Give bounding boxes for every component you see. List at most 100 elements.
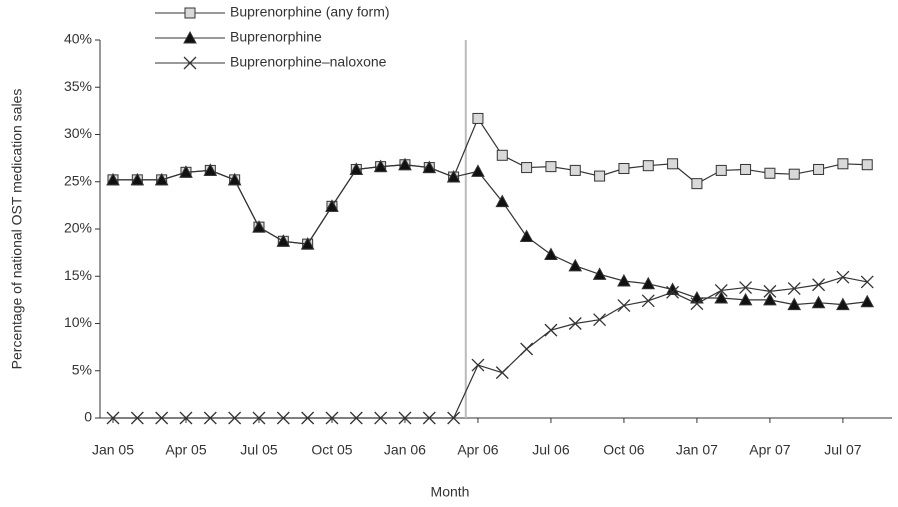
x-tick-label: Apr 06 (457, 442, 498, 458)
marker (811, 295, 826, 309)
marker (519, 229, 534, 243)
marker (227, 172, 242, 186)
x-tick-label: Oct 05 (311, 442, 352, 458)
marker (642, 160, 654, 172)
marker (860, 294, 875, 308)
marker (860, 275, 874, 289)
marker (714, 290, 729, 304)
marker (373, 159, 388, 173)
marker (106, 172, 120, 186)
marker (471, 164, 485, 177)
marker (544, 247, 558, 261)
marker (836, 270, 850, 284)
legend-marker (183, 56, 197, 70)
marker (349, 411, 363, 425)
marker (666, 285, 680, 299)
marker (179, 411, 193, 425)
marker (325, 411, 339, 425)
marker (471, 358, 485, 372)
x-tick-label: Jul 06 (532, 442, 570, 458)
marker (495, 366, 509, 380)
y-tick-label: 5% (72, 361, 92, 377)
marker (738, 292, 753, 306)
marker (301, 411, 315, 425)
marker (276, 411, 290, 425)
marker (130, 411, 144, 425)
marker (252, 411, 266, 425)
marker (763, 292, 777, 306)
marker (154, 172, 169, 186)
marker (568, 317, 582, 330)
marker (276, 234, 291, 247)
marker (641, 294, 655, 308)
marker (179, 165, 193, 178)
marker (740, 163, 752, 175)
y-axis-label: Percentage of national OST medication sa… (9, 89, 25, 370)
marker (496, 149, 508, 161)
x-tick-label: Jan 05 (92, 442, 134, 458)
x-tick-label: Oct 06 (603, 442, 644, 458)
marker (446, 169, 461, 183)
marker (569, 164, 581, 176)
marker (617, 299, 631, 313)
marker (203, 411, 217, 425)
marker (325, 199, 339, 212)
marker (812, 278, 826, 292)
y-tick-label: 20% (64, 220, 92, 236)
marker (836, 297, 850, 311)
x-tick-label: Jan 06 (384, 442, 426, 458)
marker (300, 237, 315, 250)
x-tick-label: Jul 05 (240, 442, 278, 458)
marker (813, 163, 825, 175)
marker (592, 267, 607, 280)
marker (349, 162, 364, 175)
marker (398, 157, 412, 171)
marker (544, 323, 558, 337)
x-axis-label: Month (431, 484, 470, 500)
marker (252, 220, 266, 233)
y-tick-label: 0 (84, 409, 92, 425)
marker (422, 160, 437, 174)
marker (690, 297, 704, 311)
marker (545, 161, 557, 173)
x-tick-label: Apr 05 (165, 442, 206, 458)
legend-label: Buprenorphine (any form) (230, 4, 390, 20)
legend-marker (183, 30, 197, 44)
marker (422, 411, 436, 425)
marker (521, 162, 533, 174)
marker (739, 281, 753, 295)
y-tick-label: 25% (64, 172, 92, 188)
marker (398, 411, 412, 425)
marker (714, 283, 728, 297)
y-tick-label: 30% (64, 125, 92, 141)
y-tick-label: 15% (64, 267, 92, 283)
marker (106, 411, 120, 425)
marker (520, 342, 534, 356)
marker (568, 258, 583, 272)
marker (691, 178, 703, 190)
marker (593, 313, 607, 327)
series-line (113, 276, 868, 419)
x-tick-label: Jul 07 (824, 442, 862, 458)
marker (764, 167, 776, 179)
y-tick-label: 10% (64, 314, 92, 330)
legend-label: Buprenorphine (230, 29, 322, 45)
y-tick-label: 35% (64, 78, 92, 94)
marker (617, 273, 631, 287)
marker (787, 297, 802, 311)
marker (641, 276, 656, 290)
marker (618, 163, 630, 175)
marker (763, 284, 777, 298)
marker (594, 170, 606, 182)
marker (155, 411, 169, 425)
marker (788, 168, 800, 180)
marker (228, 411, 242, 425)
marker (495, 194, 510, 208)
x-tick-label: Apr 07 (749, 442, 790, 458)
marker (374, 411, 388, 425)
legend-label: Buprenorphine–naloxone (230, 54, 387, 70)
x-tick-label: Jan 07 (676, 442, 718, 458)
marker (203, 163, 218, 176)
